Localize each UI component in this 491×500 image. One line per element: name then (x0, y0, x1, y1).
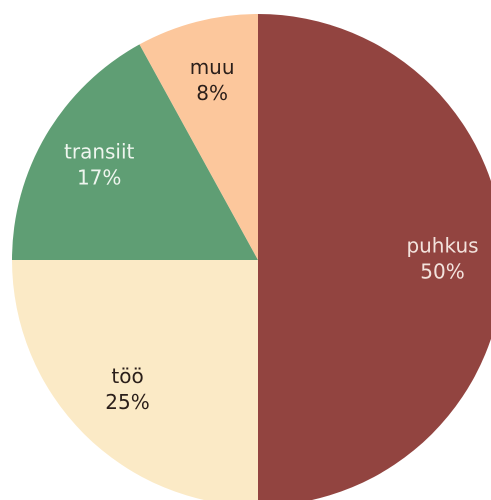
slice-value: 50% (420, 260, 464, 284)
slice-label: transiit (64, 140, 135, 164)
slice-value: 25% (105, 390, 149, 414)
slice-label: töö (111, 364, 143, 388)
pie-slice (258, 14, 491, 500)
slice-value: 17% (77, 166, 121, 190)
pie-slice (12, 260, 258, 500)
slice-label: muu (190, 55, 235, 79)
pie-slice (12, 44, 258, 260)
slice-value: 8% (196, 81, 228, 105)
slice-label: puhkus (406, 234, 478, 258)
pie-slice (139, 13, 258, 260)
